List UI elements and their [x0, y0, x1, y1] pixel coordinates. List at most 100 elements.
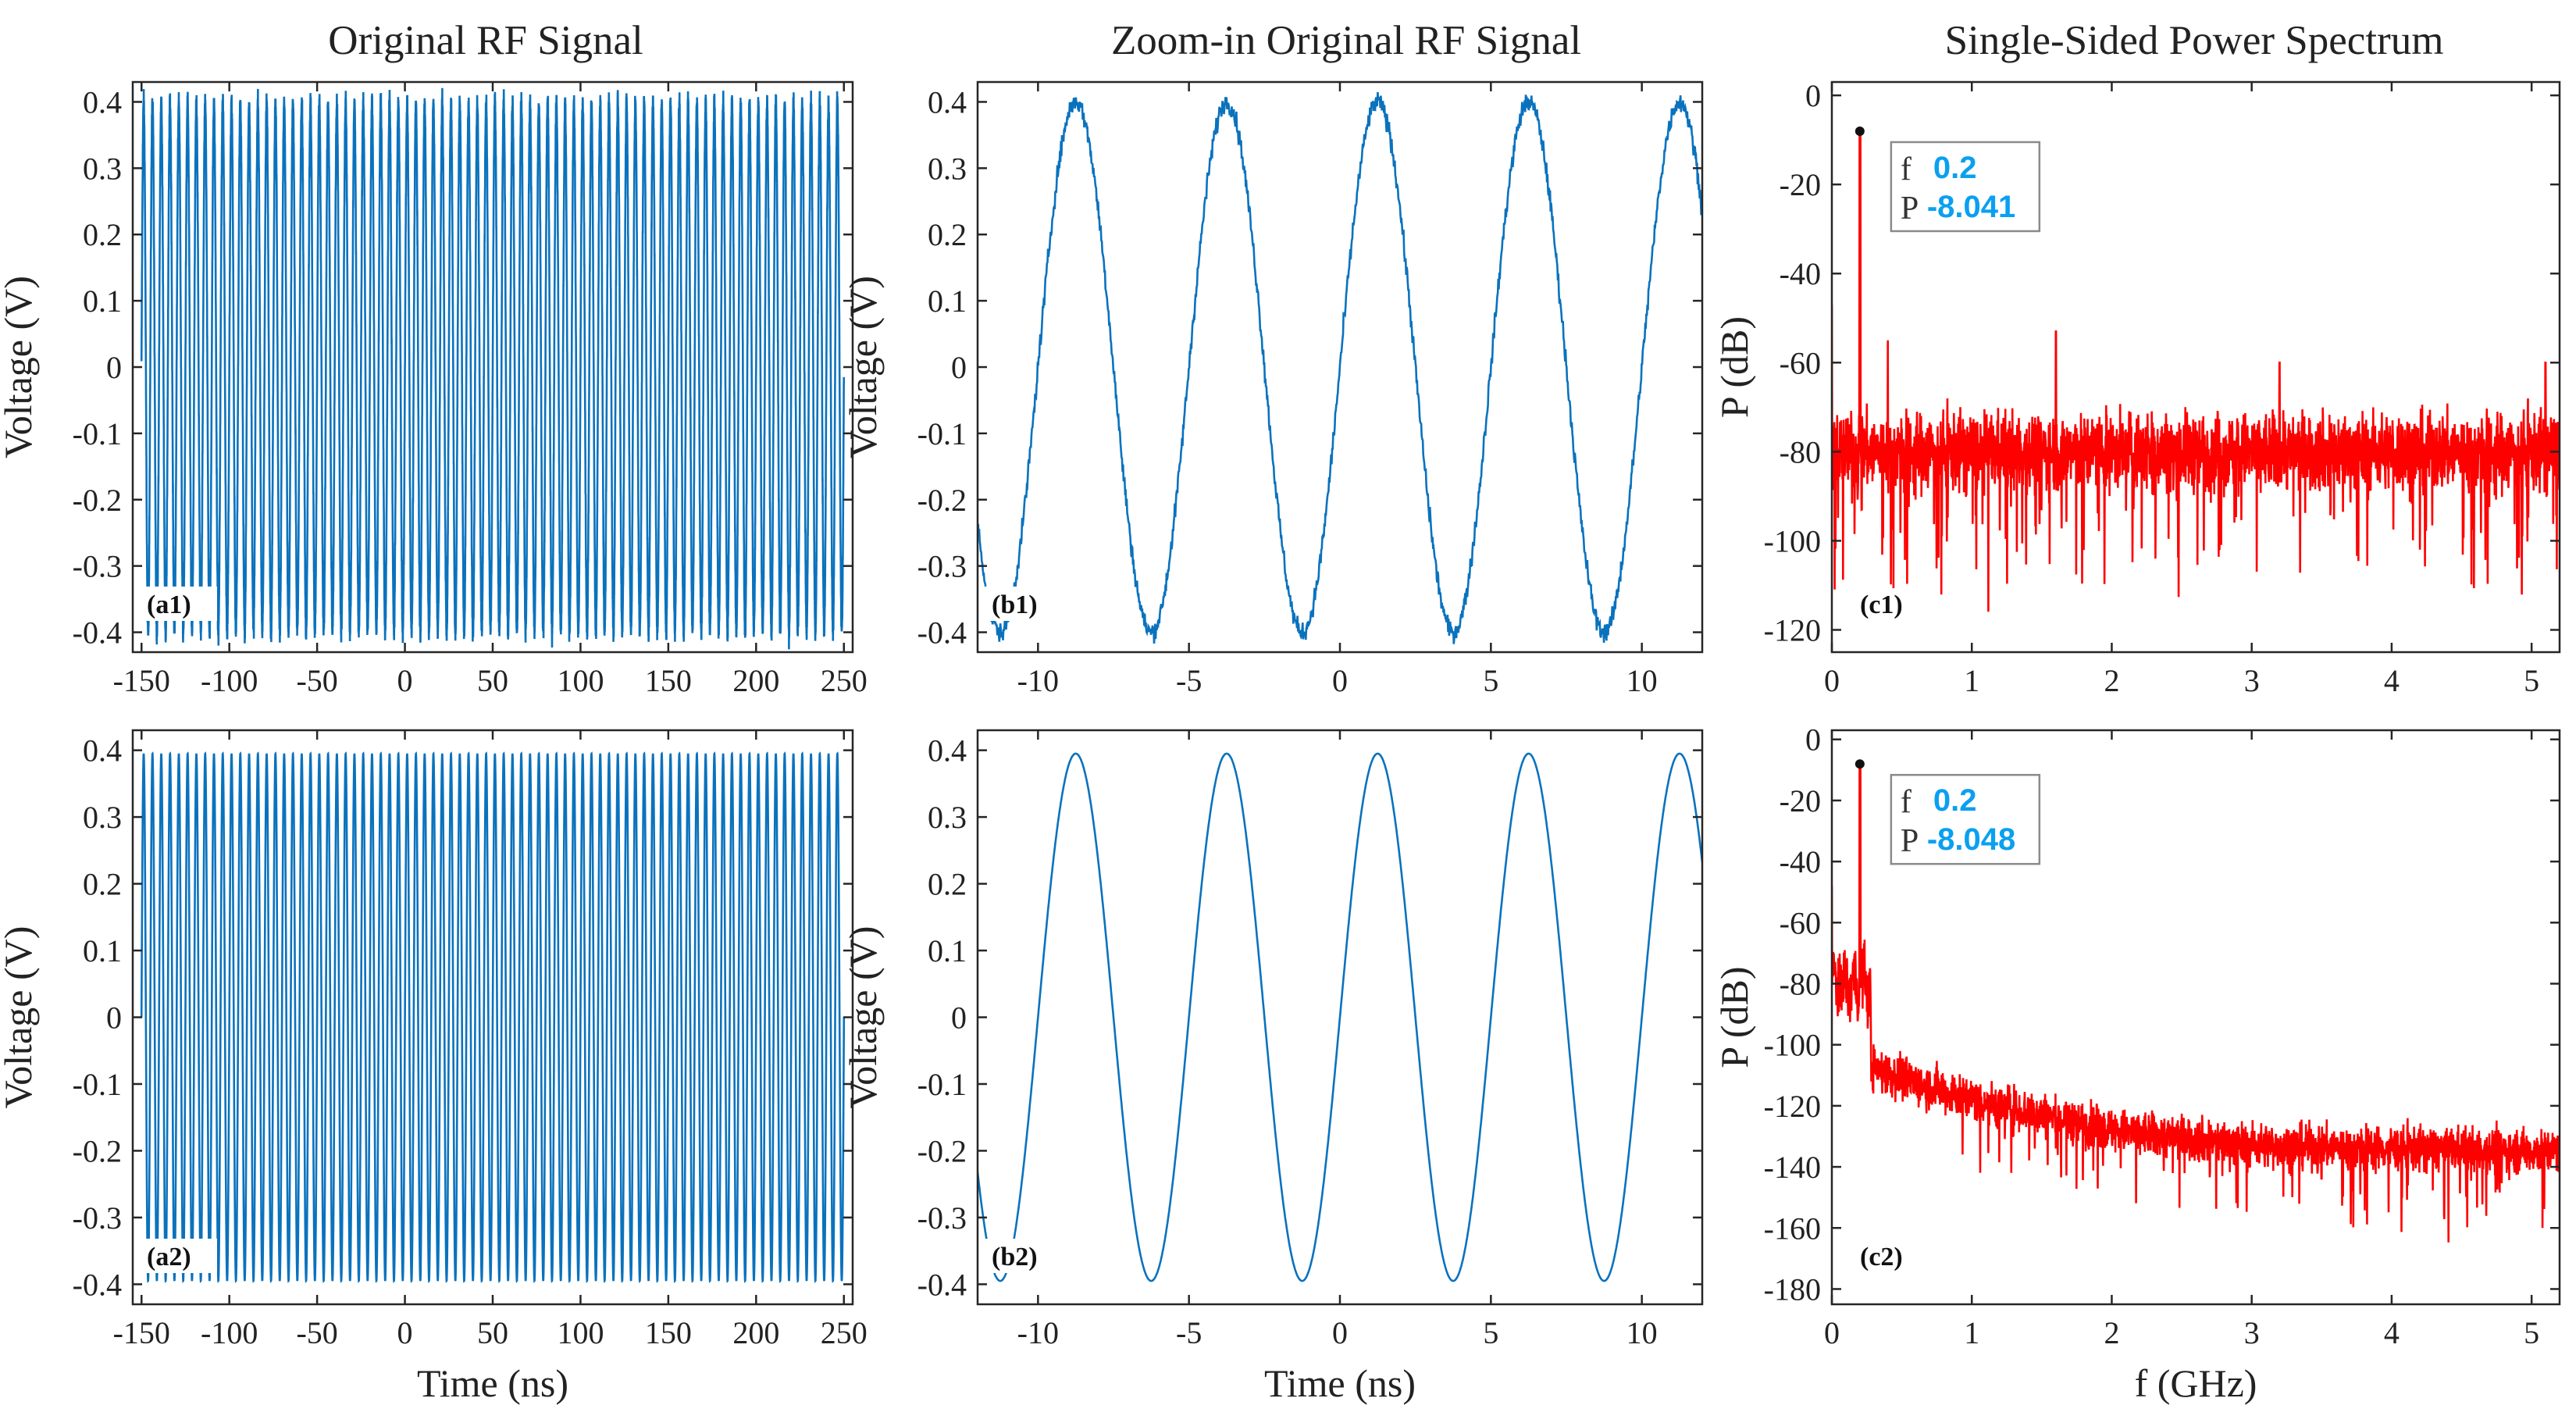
x-axis-label: Time (ns): [1264, 1361, 1416, 1405]
x-tick-label: 0: [1332, 1315, 1348, 1350]
y-tick-label: -40: [1780, 256, 1821, 291]
x-tick-label: -5: [1176, 663, 1202, 698]
x-tick-label: 2: [2104, 1315, 2119, 1350]
y-tick-label: -60: [1780, 345, 1821, 380]
y-axis-label: Voltage (V): [0, 926, 40, 1109]
x-tick-label: 10: [1626, 1315, 1658, 1350]
y-tick-label: 0.2: [928, 217, 967, 252]
y-tick-label: 0: [1805, 722, 1821, 758]
panel-label-c2: (c2): [1860, 1243, 1903, 1271]
x-tick-label: 4: [2384, 1315, 2400, 1350]
y-tick-label: -0.1: [73, 1067, 122, 1102]
x-tick-label: 5: [1483, 1315, 1498, 1350]
y-axis-label: P (dB): [1712, 966, 1756, 1068]
column-title-original: Original RF Signal: [328, 18, 643, 63]
y-tick-label: -0.2: [73, 483, 122, 518]
x-tick-label: -50: [296, 1315, 337, 1350]
y-tick-label: -20: [1780, 783, 1821, 818]
column-title-zoom: Zoom-in Original RF Signal: [1110, 18, 1582, 63]
y-tick-label: -40: [1780, 844, 1821, 879]
panel-label-c1: (c1): [1860, 590, 1903, 619]
y-tick-label: -80: [1780, 434, 1821, 469]
x-tick-label: 2: [2104, 663, 2119, 698]
x-tick-label: 50: [477, 663, 508, 698]
y-tick-label: 0.4: [83, 733, 122, 769]
y-tick-label: 0.1: [83, 284, 122, 319]
y-tick-label: -0.4: [73, 1267, 122, 1302]
x-axis-label: Time (ns): [417, 1361, 568, 1405]
panel-b2: -10 -5 0 5 10 -0.4 -0.3 -0.2 -0.1 0 0.1 0.2 0.3 0.4 Vo…: [841, 729, 1704, 1405]
y-tick-label: -0.1: [73, 416, 122, 451]
y-tick-label: -0.3: [73, 549, 122, 584]
panel-b1: -10 -5 0 5 10 -0.4 -0.3 -0.2 -0.1 0 0.1 0.2 0.3 0.4 Vo…: [841, 80, 1704, 698]
x-tick-label: 0: [1824, 663, 1840, 698]
datatip-p-value: -8.048: [1927, 822, 2015, 857]
y-tick-label: 0.3: [83, 800, 122, 835]
x-tick-label: -100: [201, 663, 258, 698]
x-tick-label: 150: [645, 1315, 692, 1350]
x-tick-label: 5: [1483, 663, 1498, 698]
datatip-f-value: 0.2: [1933, 151, 1977, 185]
y-axis-label: P (dB): [1712, 316, 1756, 418]
panel-label-b1: (b1): [992, 590, 1038, 619]
x-tick-label: -150: [113, 663, 170, 698]
y-tick-label: 0.3: [928, 800, 967, 835]
x-tick-label: 250: [821, 663, 868, 698]
series-line-b1: [978, 91, 1702, 644]
y-tick-label: -160: [1764, 1211, 1821, 1246]
y-tick-label: 0.4: [83, 84, 122, 119]
y-tick-label: 0.1: [928, 933, 967, 968]
y-tick-label: -120: [1764, 1089, 1821, 1124]
y-tick-label: -0.3: [917, 1200, 967, 1236]
x-tick-label: -10: [1017, 663, 1059, 698]
panel-a1: -150 -100 -50 0 50 100 150 200 250 -0.4 -0.3 -0.2 -0…: [0, 80, 868, 698]
y-tick-label: 0.3: [83, 151, 122, 186]
x-tick-label: 200: [732, 1315, 779, 1350]
y-tick-label: -0.4: [73, 615, 122, 651]
y-tick-label: 0.2: [83, 867, 122, 902]
y-tick-label: 0.4: [928, 84, 967, 119]
y-tick-label: -180: [1764, 1271, 1821, 1307]
x-tick-label: 3: [2244, 663, 2260, 698]
axes-frame: [1830, 729, 2561, 1306]
panel-label-bg: [139, 587, 217, 621]
panel-a2: -150 -100 -50 0 50 100 150 200 250 -0.4 -0.3 -0.2 -0…: [0, 729, 868, 1405]
x-tick-label: 200: [732, 663, 779, 698]
panel-label-bg: [984, 587, 1062, 621]
y-tick-label: 0.4: [928, 733, 967, 769]
y-tick-label: 0: [106, 1000, 122, 1036]
x-tick-label: 50: [477, 1315, 508, 1350]
y-tick-label: 0: [951, 350, 967, 385]
y-tick-label: 0.3: [928, 151, 967, 186]
datatip-f-key: f: [1901, 784, 1912, 820]
y-tick-label: -140: [1764, 1150, 1821, 1185]
x-tick-label: 5: [2524, 663, 2539, 698]
x-tick-label: 4: [2384, 663, 2400, 698]
x-tick-label: -10: [1017, 1315, 1059, 1350]
y-tick-label: -0.1: [917, 416, 967, 451]
x-axis-label: f (GHz): [2135, 1361, 2257, 1405]
x-tick-label: -100: [201, 1315, 258, 1350]
y-tick-label: -0.1: [917, 1067, 967, 1102]
panel-label-bg: [139, 1239, 217, 1273]
datatip-f-value: 0.2: [1933, 783, 1977, 818]
x-tick-label: 10: [1626, 663, 1658, 698]
y-axis-label: Voltage (V): [841, 926, 885, 1109]
x-tick-label: -50: [296, 663, 337, 698]
datatip-f-key: f: [1901, 152, 1912, 187]
datatip-box: [1890, 773, 2041, 865]
y-tick-label: -0.2: [73, 1133, 122, 1168]
column-title-spectrum: Single-Sided Power Spectrum: [1944, 18, 2444, 63]
x-tick-label: 0: [397, 1315, 413, 1350]
x-tick-label: 0: [1824, 1315, 1840, 1350]
x-tick-label: -5: [1176, 1315, 1202, 1350]
y-tick-label: 0: [106, 350, 122, 385]
x-tick-label: 0: [1332, 663, 1348, 698]
x-tick-label: 250: [821, 1315, 868, 1350]
y-tick-label: 0.1: [928, 284, 967, 319]
y-tick-label: 0.2: [928, 867, 967, 902]
y-tick-label: 0.1: [83, 933, 122, 968]
panel-c1: 0 1 2 3 4 5 -120 -100 -80 -60 -40 -20 0 P (dB) (c1) f 0.…: [1712, 78, 2561, 698]
y-tick-label: -0.2: [917, 483, 967, 518]
peak-marker: [1855, 759, 1865, 769]
